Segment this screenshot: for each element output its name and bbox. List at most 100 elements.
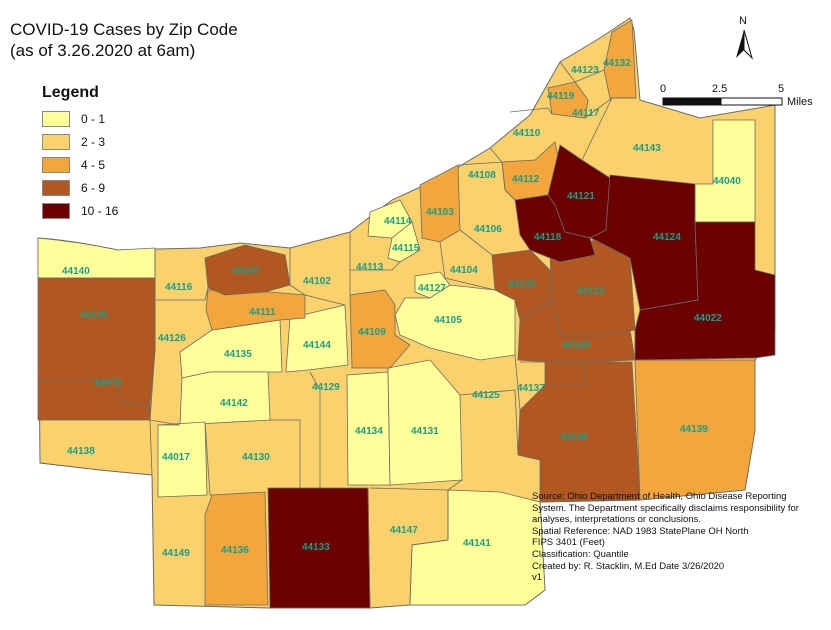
scale-tick-label: 5 <box>778 83 785 95</box>
zip-label: 44108 <box>468 170 496 181</box>
zip-label: 44022 <box>694 313 722 324</box>
zip-label: 44111 <box>249 307 276 318</box>
zip-label: 44132 <box>603 58 631 69</box>
zip-label: 44112 <box>512 174 540 185</box>
legend-swatch <box>42 133 70 150</box>
zip-label: 44120 <box>508 279 536 290</box>
zip-label: 44137 <box>517 383 545 394</box>
source-line: v1 <box>532 572 543 584</box>
zip-label: 44070 <box>94 378 122 389</box>
zip-label: 44144 <box>303 340 331 351</box>
zip-label: 44134 <box>355 426 383 437</box>
zip-area-44124 <box>589 174 699 311</box>
zip-label: 44117 <box>572 108 600 119</box>
zip-label: 44138 <box>67 446 95 457</box>
zip-label: 44135 <box>224 349 252 360</box>
zip-area-44017 <box>157 421 208 498</box>
legend-item: 6 - 9 <box>42 176 118 199</box>
zip-label: 44104 <box>450 265 478 276</box>
zip-area-44136 <box>204 491 269 606</box>
zip-area-44139 <box>634 359 756 501</box>
legend-swatch <box>42 156 70 173</box>
zip-label: 44105 <box>434 315 462 326</box>
zip-label: 44145 <box>80 310 108 321</box>
zip-label: 44142 <box>220 398 248 409</box>
map-title: COVID-19 Cases by Zip Code <box>10 20 238 39</box>
source-line: Classification: Quantile <box>532 548 629 560</box>
zip-label: 44040 <box>713 176 741 187</box>
source-line: System. The Department specifically disc… <box>532 502 799 514</box>
map-subtitle: (as of 3.26.2020 at 6am) <box>10 41 196 60</box>
zip-label: 44106 <box>474 224 502 235</box>
legend-label: 0 - 1 <box>81 111 106 126</box>
legend-item: 10 - 16 <box>42 199 118 222</box>
zip-label: 44136 <box>221 545 249 556</box>
scale-tick-label: 0 <box>660 83 667 95</box>
legend-swatch <box>42 202 70 219</box>
legend-label: 2 - 3 <box>81 134 106 149</box>
zip-area-44115 <box>387 221 421 263</box>
zip-area-44109 <box>349 289 411 369</box>
source-line: Source: Ohio Department of Health, Ohio … <box>532 491 787 502</box>
zip-label: 44107 <box>232 266 260 277</box>
zip-area-44119 <box>547 81 589 119</box>
zip-label: 44102 <box>303 276 331 287</box>
zip-label: 44121 <box>567 191 595 202</box>
zip-label: 44109 <box>358 327 386 338</box>
source-note: Source: Ohio Department of Health, Ohio … <box>532 491 828 584</box>
zip-label: 44129 <box>312 382 340 393</box>
zip-area-44070 <box>37 379 151 421</box>
scale-unit-label: Miles <box>787 96 813 108</box>
zip-label: 44131 <box>411 426 439 437</box>
legend-swatch <box>42 179 70 196</box>
zip-label: 44123 <box>571 65 599 76</box>
legend: Legend 0 - 1 2 - 3 4 - 5 6 - 9 10 - 16 <box>42 84 118 222</box>
zip-label: 44130 <box>242 452 270 463</box>
zip-label: 44119 <box>547 91 575 102</box>
zip-label: 44115 <box>392 243 420 254</box>
zip-area-44140 <box>37 237 156 279</box>
scale-tick-label: 2.5 <box>712 83 728 95</box>
zip-area-44142 <box>179 371 271 426</box>
legend-label: 6 - 9 <box>81 180 106 195</box>
zip-label: 44103 <box>426 207 454 218</box>
source-line: FIPS 3401 (Feet) <box>532 537 605 549</box>
legend-item: 2 - 3 <box>42 130 118 153</box>
zip-label: 44114 <box>384 216 412 227</box>
zip-label: 44128 <box>562 340 590 351</box>
zip-area-44107 <box>204 244 291 296</box>
zip-label: 44118 <box>534 232 562 243</box>
source-line: analyses, interpretations or conclusions… <box>532 514 701 526</box>
source-line: Created by: R. Stacklin, M.Ed Date 3/26/… <box>532 560 725 572</box>
zip-area-44103 <box>419 164 461 243</box>
zip-area-44111 <box>205 289 306 331</box>
zip-area-44131 <box>387 359 463 486</box>
legend-label: 4 - 5 <box>81 157 106 172</box>
north-label: N <box>739 15 747 27</box>
zip-label: 44124 <box>653 232 681 243</box>
legend-title: Legend <box>42 84 99 101</box>
legend-item: 0 - 1 <box>42 107 118 130</box>
zip-label: 44113 <box>356 262 384 273</box>
zip-label: 44126 <box>158 333 186 344</box>
zip-label: 44149 <box>162 548 190 559</box>
scale-bar <box>662 97 783 106</box>
zip-area-44118 <box>514 194 596 263</box>
zip-label: 44125 <box>472 390 500 401</box>
zip-area-44128 <box>517 299 636 363</box>
zip-label: 44110 <box>513 128 541 139</box>
zip-label: 44146 <box>560 432 588 443</box>
source-line: Spatial Reference: NAD 1983 StatePlane O… <box>532 525 749 537</box>
legend-swatch <box>42 110 70 127</box>
legend-label: 10 - 16 <box>81 203 119 218</box>
zip-label: 44141 <box>463 538 491 549</box>
zip-label: 44147 <box>390 525 418 536</box>
legend-item: 4 - 5 <box>42 153 118 176</box>
zip-label: 44139 <box>680 424 708 435</box>
zip-label: 44116 <box>165 282 193 293</box>
zip-label: 44122 <box>577 286 605 297</box>
zip-area-44022 <box>634 221 776 361</box>
north-arrow <box>736 29 754 60</box>
